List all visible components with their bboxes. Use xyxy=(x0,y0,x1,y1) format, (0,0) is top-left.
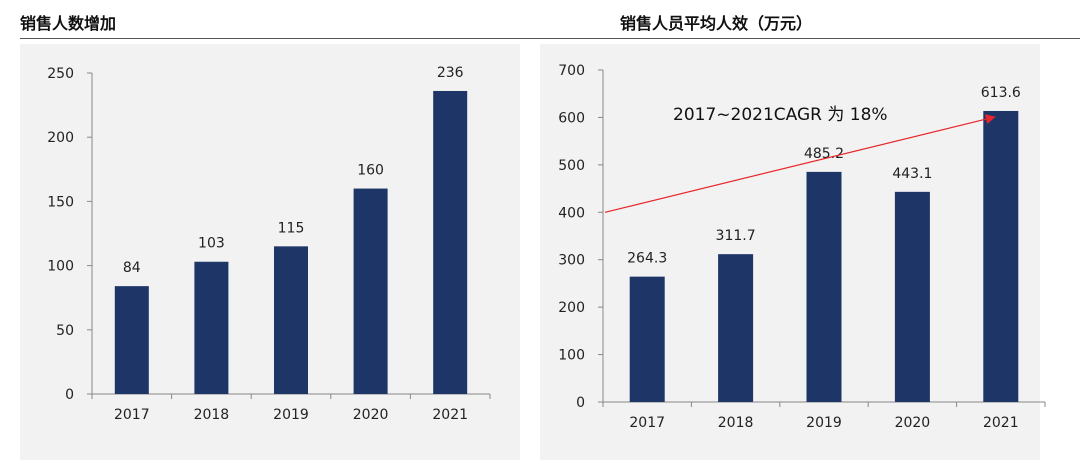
bar xyxy=(274,246,308,394)
y-tick-label: 150 xyxy=(47,194,74,210)
bar xyxy=(983,110,1019,403)
bar xyxy=(114,286,149,394)
bar-value-label: 115 xyxy=(278,220,305,236)
y-tick-label: 100 xyxy=(558,348,585,364)
x-tick-label: 2021 xyxy=(432,407,468,423)
x-tick-label: 2018 xyxy=(194,407,230,423)
bar-value-label: 84 xyxy=(123,260,141,276)
bar-value-label: 443.1 xyxy=(892,166,932,182)
y-tick-label: 300 xyxy=(558,253,585,269)
bar-value-label: 485.2 xyxy=(804,146,844,162)
x-tick-label: 2020 xyxy=(895,415,931,431)
bar-value-label: 264.3 xyxy=(627,251,667,267)
y-tick-label: 400 xyxy=(558,205,585,221)
x-tick-label: 2018 xyxy=(718,415,754,431)
x-tick-label: 2019 xyxy=(806,415,842,431)
right-chart-panel xyxy=(540,44,1040,460)
x-tick-label: 2017 xyxy=(114,407,150,423)
sales-headcount-chart: 0 50 100 150 200 250 84 2017 103 2018 115 2019 160 20… xyxy=(47,65,491,423)
x-tick-label: 2020 xyxy=(353,407,389,423)
y-tick-label: 0 xyxy=(65,387,74,403)
y-tick-label: 600 xyxy=(558,110,585,126)
left-chart-title: 销售人数增加 xyxy=(20,14,117,33)
y-tick-label: 50 xyxy=(56,323,74,339)
bar xyxy=(894,191,930,402)
bar xyxy=(629,276,665,402)
sales-efficiency-chart: 0 100 200 300 400 500 600 700 264.3 2017 311.7 2018… xyxy=(558,63,1046,431)
bar-value-label: 236 xyxy=(437,65,464,81)
y-tick-label: 200 xyxy=(558,300,585,316)
y-tick-label: 100 xyxy=(47,259,74,275)
bar-value-label: 160 xyxy=(357,163,384,179)
bar xyxy=(433,90,468,394)
bar-value-label: 311.7 xyxy=(716,228,756,244)
y-tick-label: 250 xyxy=(47,66,74,82)
bar xyxy=(194,261,229,394)
x-tick-label: 2019 xyxy=(273,407,309,423)
bar xyxy=(718,254,754,402)
right-chart-title: 销售人员平均人效（万元） xyxy=(620,14,813,33)
y-tick-label: 200 xyxy=(47,130,74,146)
x-tick-label: 2021 xyxy=(983,415,1019,431)
bar-value-label: 613.6 xyxy=(981,85,1021,101)
bar xyxy=(806,171,842,402)
header-divider xyxy=(20,38,1080,39)
bar-value-label: 103 xyxy=(198,236,225,252)
x-tick-label: 2017 xyxy=(629,415,665,431)
y-tick-label: 0 xyxy=(576,395,585,411)
bar xyxy=(353,188,388,394)
y-tick-label: 500 xyxy=(558,158,585,174)
y-tick-label: 700 xyxy=(558,63,585,79)
cagr-annotation: 2017~2021CAGR 为 18% xyxy=(673,105,888,125)
trend-arrow xyxy=(604,114,996,213)
